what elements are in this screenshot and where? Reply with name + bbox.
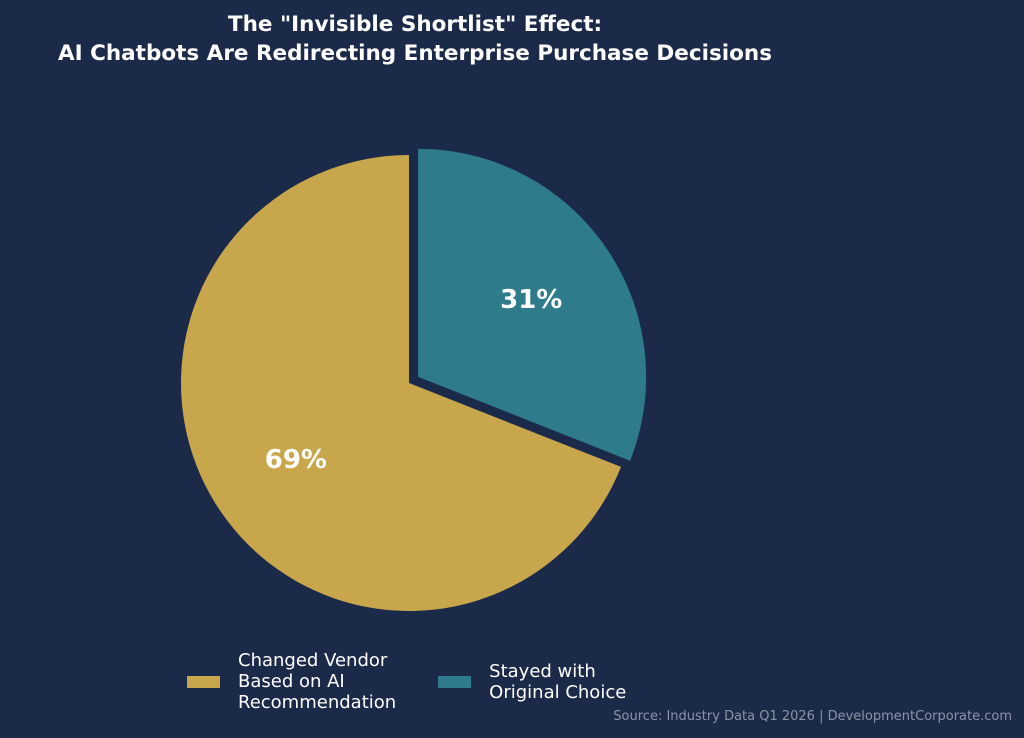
legend-label-changed-vendor: Changed Vendor Based on AI Recommendatio… bbox=[238, 650, 397, 713]
pie-slice-label-0: 69% bbox=[265, 445, 327, 475]
legend-label-stayed-original: Stayed with Original Choice bbox=[489, 660, 627, 703]
legend-swatch-changed-vendor bbox=[187, 675, 220, 688]
chart-title-line-1: The "Invisible Shortlist" Effect: bbox=[227, 12, 603, 37]
chart-title: The "Invisible Shortlist" Effect: AI Cha… bbox=[0, 10, 830, 68]
legend-swatch-stayed-original bbox=[438, 675, 472, 688]
pie-slice-label-1: 31% bbox=[500, 285, 562, 315]
legend-item-changed-vendor: Changed Vendor Based on AI Recommendatio… bbox=[187, 650, 396, 713]
pie-slice-1 bbox=[418, 148, 647, 461]
chart-title-line-2: AI Chatbots Are Redirecting Enterprise P… bbox=[57, 41, 773, 66]
pie-slice-0 bbox=[181, 155, 621, 611]
legend-item-stayed-original: Stayed with Original Choice bbox=[438, 661, 626, 703]
source-note: Source: Industry Data Q1 2026 | Developm… bbox=[613, 709, 1012, 724]
legend: Changed Vendor Based on AI Recommendatio… bbox=[187, 650, 626, 713]
